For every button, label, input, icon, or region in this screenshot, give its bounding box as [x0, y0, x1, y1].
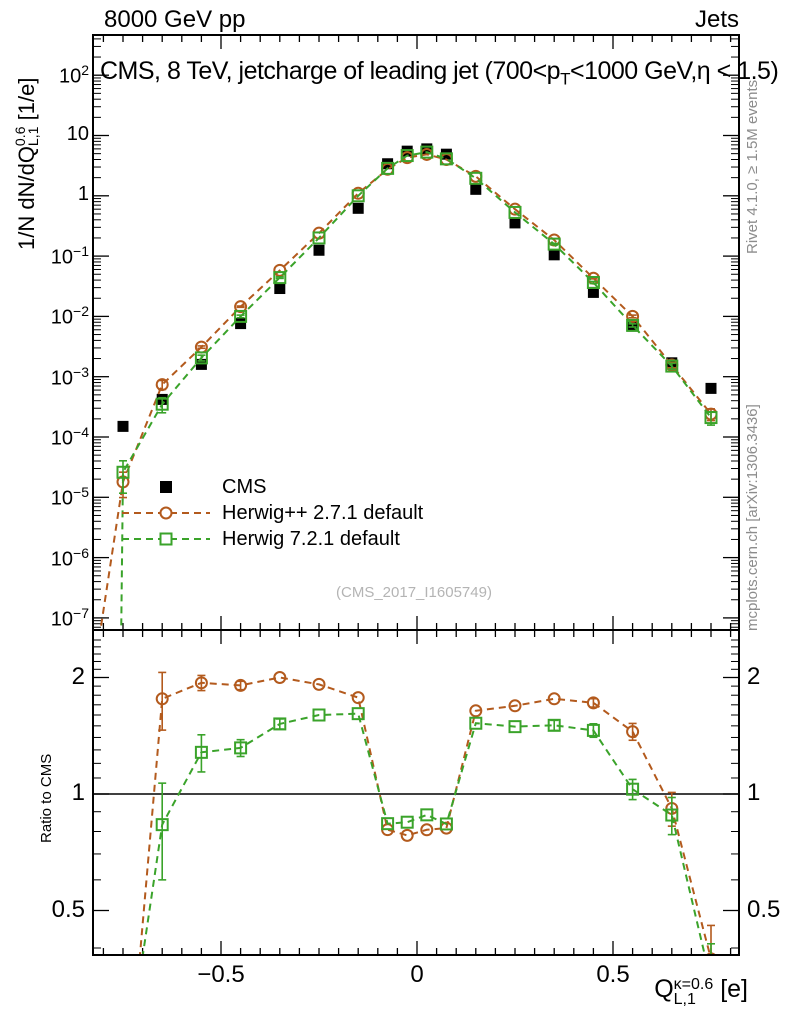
y-tick-label: 102 — [58, 62, 89, 88]
herwig7-marker-icon — [122, 532, 210, 546]
legend-item-cms: CMS — [120, 474, 423, 500]
y-axis-title: 1/N dN/dQ 0.6 L,1 [1/e] — [12, 77, 41, 250]
cms-marker-icon — [160, 481, 172, 493]
main-panel-series — [99, 145, 718, 630]
ratio-tick-label-right: 1 — [747, 779, 761, 806]
y-tick-label: 10−3 — [50, 363, 89, 390]
axis-ticks — [93, 35, 739, 955]
y-tick-label: 10−1 — [50, 243, 89, 269]
legend: CMS Herwig++ 2.7.1 default Herwig 7.2.1 … — [120, 474, 423, 552]
y-tick-label: 10−7 — [50, 604, 89, 631]
legend-item-herwig7: Herwig 7.2.1 default — [120, 526, 423, 552]
ratio-axis-title: Ratio to CMS — [38, 753, 55, 843]
y-tick-label: 10−4 — [50, 424, 89, 450]
beam-info-label: 8000 GeV pp — [104, 6, 246, 33]
analysis-id-watermark: (CMS_2017_I1605749) — [336, 584, 492, 601]
y-tick-label: 10−5 — [50, 484, 89, 510]
y-tick-label: 10−6 — [50, 544, 89, 571]
y-tick-label: 10 — [66, 122, 89, 145]
ratio-panel-series — [138, 671, 717, 955]
y-tick-label: 10−2 — [50, 303, 89, 330]
ratio-tick-label-right: 2 — [747, 662, 761, 690]
x-tick-label: 0.5 — [596, 961, 630, 988]
x-tick-label: −0.5 — [197, 961, 245, 988]
plot-title: CMS, 8 TeV, jetcharge of leading jet (70… — [100, 57, 779, 89]
rivet-version-note: Rivet 4.1.0, ≥ 1.5M events — [744, 79, 761, 254]
analysis-type-label: Jets — [694, 6, 739, 33]
legend-label-herwig7: Herwig 7.2.1 default — [222, 527, 400, 550]
ratio-tick-label-left: 1 — [71, 779, 85, 806]
ratio-tick-label-right: 0.5 — [747, 895, 781, 923]
legend-label-herwigpp: Herwig++ 2.7.1 default — [222, 501, 424, 524]
ratio-tick-label-left: 0.5 — [51, 895, 85, 923]
x-tick-label: 0 — [410, 961, 424, 988]
y-tick-label: 1 — [77, 182, 89, 205]
legend-label-cms: CMS — [222, 475, 267, 498]
ratio-tick-label-left: 2 — [71, 662, 85, 690]
mcplots-arxiv-note: mcplots.cern.ch [arXiv:1306.3436] — [744, 404, 761, 631]
legend-item-herwigpp: Herwig++ 2.7.1 default — [120, 500, 423, 526]
cms-data-points — [117, 143, 717, 432]
herwigpp-marker-icon — [122, 506, 210, 520]
